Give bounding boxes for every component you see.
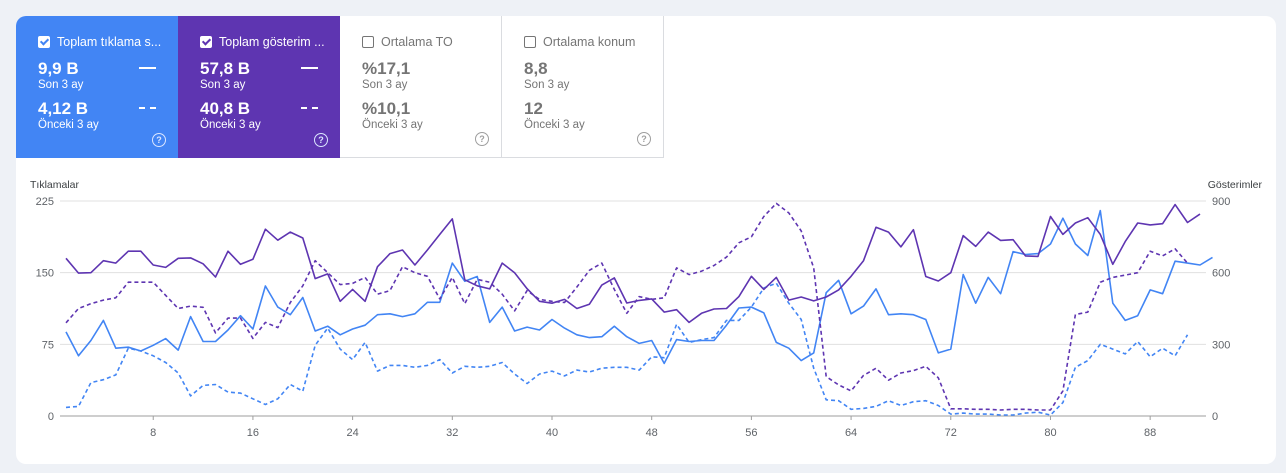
total-impressions-tile[interactable]: Toplam gösterim ... 57,8 B Son 3 ay 40,8… xyxy=(178,16,340,158)
help-icon[interactable]: ? xyxy=(152,133,166,147)
x-tick-label: 16 xyxy=(247,427,259,439)
previous-value: %10,1 xyxy=(362,99,411,118)
checkbox-unchecked-icon[interactable] xyxy=(362,36,374,48)
previous-period: Önceki 3 ay xyxy=(362,119,423,131)
series-line-impressions_previous xyxy=(65,202,1189,411)
x-tick-label: 24 xyxy=(346,427,358,439)
gridlines xyxy=(60,200,1206,420)
help-icon[interactable]: ? xyxy=(314,133,328,147)
solid-line-legend-icon xyxy=(301,67,318,69)
average-position-tile[interactable]: Ortalama konum 8,8 Son 3 ay 12 Önceki 3 … xyxy=(502,16,664,158)
checkbox-unchecked-icon[interactable] xyxy=(524,36,536,48)
y-right-tick-label: 300 xyxy=(1212,339,1230,351)
previous-period: Önceki 3 ay xyxy=(38,119,99,131)
previous-period: Önceki 3 ay xyxy=(524,119,585,131)
average-ctr-tile[interactable]: Ortalama TO %17,1 Son 3 ay %10,1 Önceki … xyxy=(340,16,502,158)
x-tick-label: 8 xyxy=(150,427,156,439)
left-axis-title: Tıklamalar xyxy=(30,179,80,191)
previous-value: 4,12 B xyxy=(38,99,89,118)
y-right-tick-label: 0 xyxy=(1212,411,1218,423)
y-left-tick-label: 0 xyxy=(48,411,54,423)
series-line-impressions_current xyxy=(65,203,1201,324)
x-tick-label: 48 xyxy=(646,427,658,439)
performance-card: Toplam tıklama s... 9,9 B Son 3 ay 4,12 … xyxy=(16,16,1276,464)
dashed-line-legend-icon xyxy=(301,107,318,109)
series-lines xyxy=(65,202,1213,416)
help-icon[interactable]: ? xyxy=(475,132,489,146)
y-right-tick-label: 600 xyxy=(1212,268,1230,280)
current-value: 57,8 B xyxy=(200,59,251,78)
tile-label: Ortalama konum xyxy=(543,35,636,49)
y-left-tick-label: 75 xyxy=(42,339,54,351)
y-left-tick-label: 225 xyxy=(36,196,54,208)
tile-label: Toplam tıklama s... xyxy=(57,35,162,49)
series-line-clicks_previous xyxy=(65,282,1189,416)
total-clicks-tile[interactable]: Toplam tıklama s... 9,9 B Son 3 ay 4,12 … xyxy=(16,16,178,158)
x-tick-label: 32 xyxy=(446,427,458,439)
y-left-tick-label: 150 xyxy=(36,268,54,280)
tile-label: Ortalama TO xyxy=(381,35,453,49)
x-tick-label: 72 xyxy=(945,427,957,439)
help-icon[interactable]: ? xyxy=(637,132,651,146)
current-period: Son 3 ay xyxy=(38,79,84,91)
dashed-line-legend-icon xyxy=(139,107,156,109)
solid-line-legend-icon xyxy=(139,67,156,69)
current-period: Son 3 ay xyxy=(524,79,570,91)
x-tick-label: 56 xyxy=(745,427,757,439)
right-axis-title: Gösterimler xyxy=(1208,179,1263,191)
checkbox-checked-icon[interactable] xyxy=(38,36,50,48)
current-value: 9,9 B xyxy=(38,59,79,78)
x-tick-label: 80 xyxy=(1044,427,1056,439)
current-value: 8,8 xyxy=(524,59,548,78)
axis-labels: Tıklamalar Gösterimler 0 0 75 300 150 600 225 9… xyxy=(30,179,1262,439)
series-line-clicks_current xyxy=(65,209,1213,365)
current-value: %17,1 xyxy=(362,59,411,78)
previous-value: 12 xyxy=(524,99,543,118)
x-tick-label: 88 xyxy=(1144,427,1156,439)
tile-label: Toplam gösterim ... xyxy=(219,35,325,49)
previous-period: Önceki 3 ay xyxy=(200,119,261,131)
current-period: Son 3 ay xyxy=(362,79,408,91)
checkbox-checked-icon[interactable] xyxy=(200,36,212,48)
current-period: Son 3 ay xyxy=(200,79,246,91)
performance-line-chart[interactable]: Tıklamalar Gösterimler 0 0 75 300 150 600 225 9… xyxy=(16,174,1276,454)
y-right-tick-label: 900 xyxy=(1212,196,1230,208)
x-tick-label: 40 xyxy=(546,427,558,439)
x-tick-label: 64 xyxy=(845,427,857,439)
previous-value: 40,8 B xyxy=(200,99,251,118)
